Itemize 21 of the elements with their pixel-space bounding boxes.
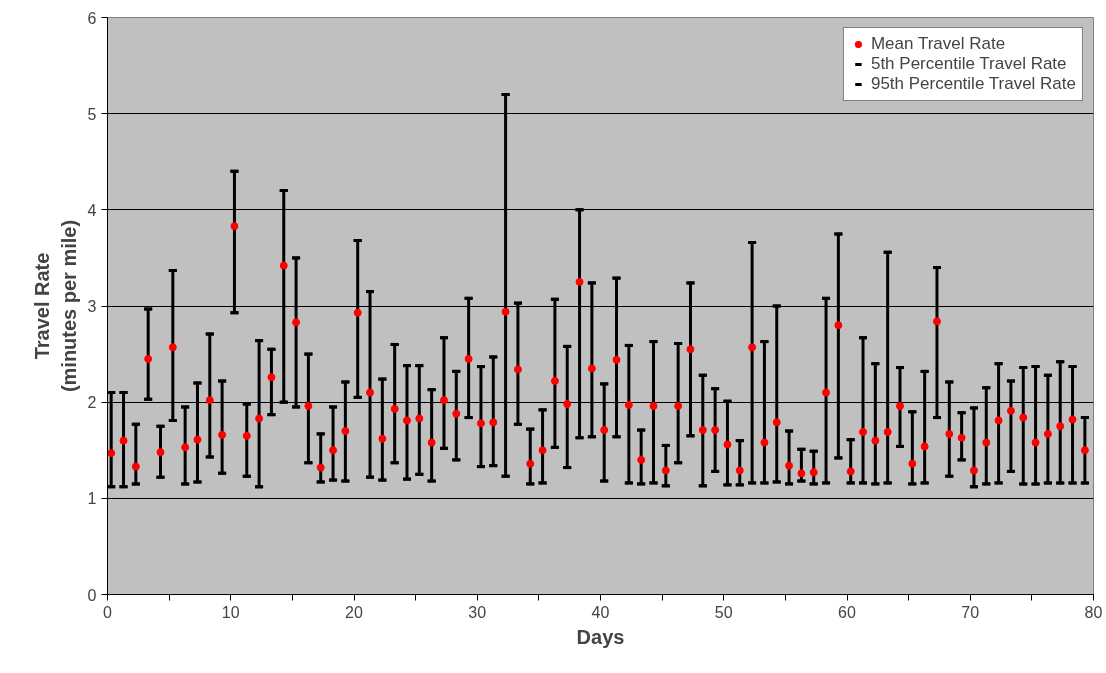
- y-tick-label: 5: [87, 105, 97, 123]
- y-tick-label: 3: [87, 298, 97, 315]
- y-tick-label: 6: [87, 9, 97, 27]
- x-tick-label: 50: [714, 603, 733, 621]
- x-tick-label: 10: [221, 603, 240, 621]
- legend-label: 5th Percentile Travel Rate: [870, 54, 1067, 74]
- y-tick-label: 1: [87, 490, 97, 508]
- legend-label: Mean Travel Rate: [870, 34, 1006, 54]
- y-tick-label: 4: [87, 201, 97, 219]
- y-tick-label: 0: [87, 586, 97, 604]
- x-axis-title: Days: [576, 625, 625, 648]
- x-tick-label: 20: [345, 603, 363, 621]
- y-axis-title: Travel Rate (minutes per mile): [31, 219, 80, 393]
- y-tick-label: 2: [87, 394, 97, 412]
- x-tick-label: 0: [103, 603, 113, 621]
- x-tick-label: 60: [838, 603, 856, 621]
- x-tick-label: 40: [591, 603, 610, 621]
- legend-label: 95th Percentile Travel Rate: [870, 74, 1076, 94]
- x-tick-label: 80: [1084, 603, 1103, 621]
- x-tick-label: 30: [468, 603, 487, 621]
- x-tick-label: 70: [961, 603, 980, 621]
